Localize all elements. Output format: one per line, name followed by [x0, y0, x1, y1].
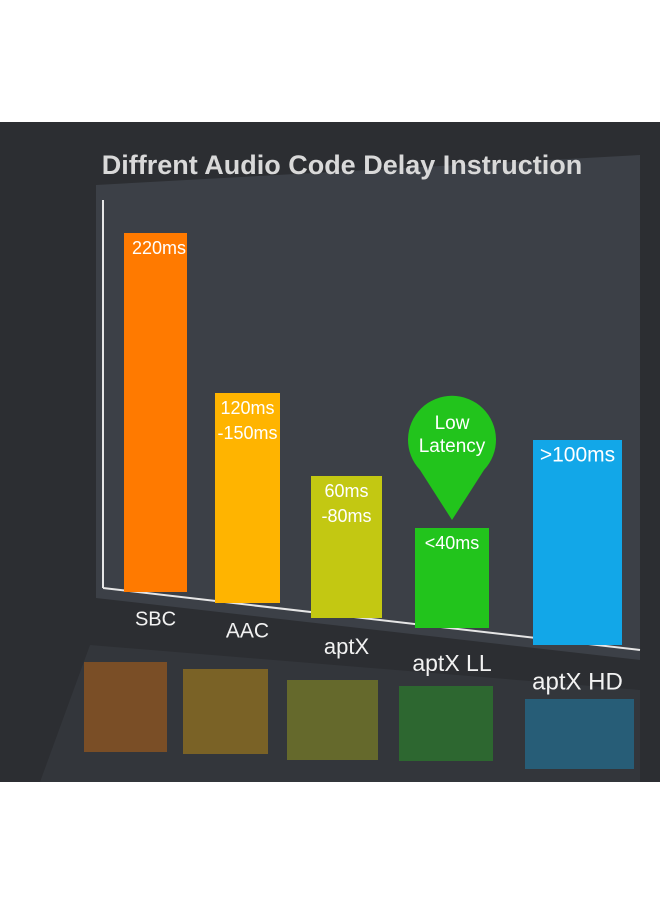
bar-reflection: [525, 699, 634, 769]
category-label: aptX LL: [412, 650, 491, 676]
bar-label: 60ms: [324, 481, 368, 501]
category-label: AAC: [226, 620, 269, 643]
badge-text: Low: [435, 413, 470, 434]
category-label: aptX: [324, 634, 370, 659]
bar-label: -80ms: [321, 506, 371, 526]
bar-reflection: [183, 669, 268, 754]
badge-text: Latency: [419, 436, 486, 457]
category-label: SBC: [135, 608, 176, 630]
bar-label: -150ms: [217, 423, 277, 443]
badge-shape: [408, 395, 496, 520]
bar-label: 120ms: [220, 398, 274, 418]
bar: [415, 528, 489, 628]
bar-reflection: [399, 686, 493, 761]
bar-label: 220ms: [132, 238, 186, 258]
bar: [533, 440, 622, 645]
bar-reflection: [84, 662, 167, 752]
bar-reflection: [287, 680, 378, 760]
bar: [311, 476, 382, 618]
title: Diffrent Audio Code Delay Instruction: [102, 150, 583, 180]
category-label: aptX HD: [532, 668, 623, 695]
bar-label: >100ms: [540, 444, 615, 467]
bar-label: <40ms: [425, 533, 480, 553]
badge: Low Latency: [408, 395, 496, 520]
bar: [124, 233, 187, 592]
panel-reflection: [40, 645, 640, 782]
bars: 220ms SBC 120ms -150ms AAC 60ms -80ms aptX <40ms…: [84, 233, 634, 769]
bar: [215, 393, 280, 603]
